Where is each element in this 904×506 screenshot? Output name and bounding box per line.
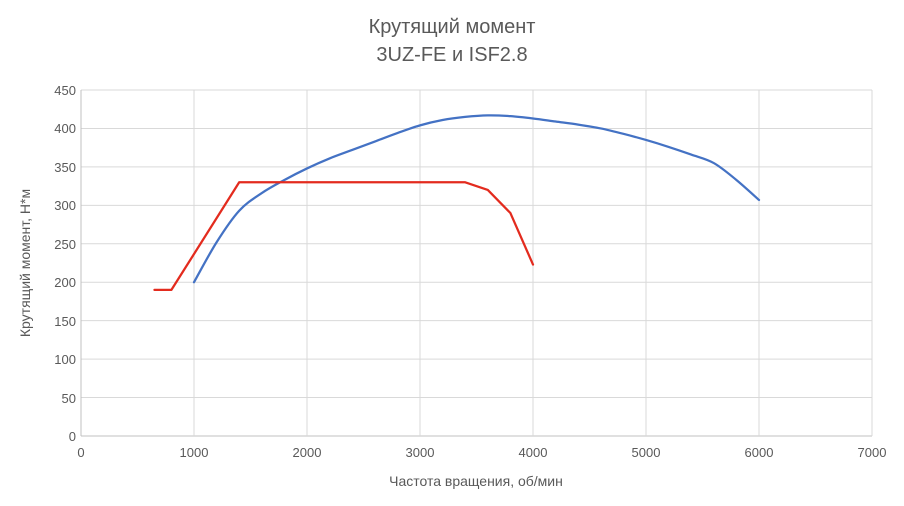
- y-tick-label: 350: [54, 159, 76, 175]
- x-axis-title: Частота вращения, об/мин: [389, 473, 563, 489]
- chart-title-line2: 3UZ-FE и ISF2.8: [376, 44, 528, 66]
- chart-title-line1: Крутящий момент: [368, 16, 536, 38]
- y-tick-label: 50: [61, 390, 76, 406]
- y-tick-label: 400: [54, 121, 76, 137]
- y-tick-label: 250: [54, 236, 76, 252]
- y-tick-label: 300: [54, 198, 76, 214]
- y-tick-label: 200: [54, 275, 76, 291]
- x-tick-label: 3000: [405, 445, 435, 460]
- x-tick-label: 0: [77, 445, 85, 460]
- chart-title: Крутящий момент 3UZ-FE и ISF2.8: [0, 13, 904, 69]
- y-tick-label: 150: [54, 313, 76, 329]
- series-line-3uz-fe: [192, 114, 761, 284]
- y-tick-label: 450: [54, 83, 76, 98]
- y-tick-label: 0: [68, 429, 76, 444]
- x-tick-label: 2000: [292, 445, 322, 460]
- series-line-isf2-8: [153, 181, 535, 292]
- x-tick-label: 5000: [631, 445, 661, 460]
- x-tick-label: 7000: [857, 445, 887, 460]
- y-tick-label: 100: [54, 352, 76, 368]
- x-tick-label: 1000: [179, 445, 209, 460]
- x-tick-label: 4000: [518, 445, 548, 460]
- x-tick-label: 6000: [744, 445, 774, 460]
